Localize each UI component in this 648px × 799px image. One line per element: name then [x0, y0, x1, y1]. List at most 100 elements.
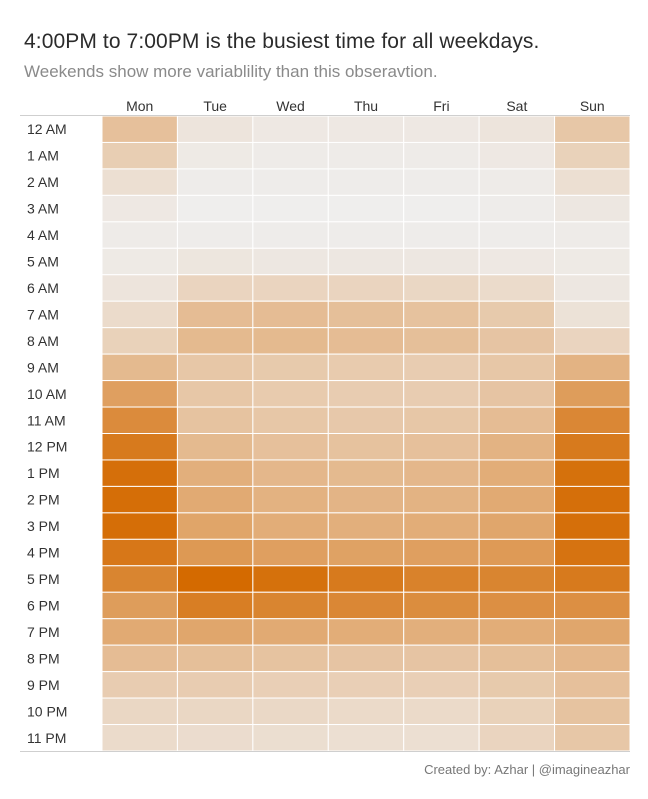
y-tick-label: 8 AM	[27, 333, 59, 349]
heatmap-cell	[327, 406, 405, 434]
heatmap-cell	[327, 380, 405, 408]
heatmap-cell	[478, 724, 556, 752]
heatmap-cell	[101, 247, 178, 276]
heatmap-cell	[252, 644, 329, 673]
heatmap-cell	[252, 406, 329, 434]
axis-lines	[20, 115, 630, 752]
heatmap-cell	[252, 433, 329, 461]
heatmap-cell	[403, 327, 480, 355]
heatmap-cell	[252, 459, 329, 487]
x-tick-label: Fri	[433, 98, 449, 114]
heatmap-cell	[176, 274, 254, 302]
heatmap-cell	[101, 327, 178, 355]
heatmap-cell	[252, 512, 329, 540]
heatmap-cell	[403, 485, 480, 514]
heatmap-cell	[101, 115, 178, 143]
heatmap-cell	[554, 724, 631, 752]
heatmap-cell	[478, 353, 556, 382]
heatmap-cell	[327, 538, 405, 567]
heatmap-cell	[101, 644, 178, 673]
y-tick-label: 2 AM	[27, 174, 59, 190]
heatmap-cell	[554, 618, 631, 646]
heatmap-cell	[403, 353, 480, 382]
heatmap-cell	[403, 724, 480, 752]
y-tick-label: 9 AM	[27, 359, 59, 375]
heatmap-cell	[101, 221, 178, 249]
heatmap-cell	[252, 697, 329, 726]
heatmap-cell	[176, 591, 254, 620]
heatmap-cell	[478, 618, 556, 646]
heatmap-cell	[327, 353, 405, 382]
heatmap-cell	[478, 591, 556, 620]
heatmap-cell	[252, 485, 329, 514]
heatmap-cell	[554, 591, 631, 620]
heatmap-cell	[176, 644, 254, 673]
heatmap-cell	[176, 353, 254, 382]
y-axis-labels: 12 AM 1 AM 2 AM 3 AM 4 AM 5 AM 6 AM 7 AM 8 AM 9 A…	[27, 121, 67, 746]
heatmap-cell	[403, 380, 480, 408]
heatmap-cell	[478, 115, 556, 143]
heatmap-cell	[101, 697, 178, 726]
y-tick-label: 4 PM	[27, 545, 60, 561]
heatmap-cell	[554, 194, 631, 223]
heatmap-cell	[176, 485, 254, 514]
heatmap-cell	[101, 274, 178, 302]
y-tick-label: 12 AM	[27, 121, 67, 137]
heatmap-cell	[478, 433, 556, 461]
heatmap-cell	[478, 671, 556, 699]
heatmap-cell	[176, 565, 254, 593]
heatmap-cell	[478, 300, 556, 329]
heatmap-cell	[403, 671, 480, 699]
heatmap-cell	[327, 327, 405, 355]
heatmap-cell	[327, 247, 405, 276]
heatmap-cell	[403, 697, 480, 726]
heatmap-cell	[403, 618, 480, 646]
heatmap-cell	[403, 300, 480, 329]
heatmap-cell	[554, 406, 631, 434]
heatmap-cell	[403, 168, 480, 196]
heatmap-cell	[478, 406, 556, 434]
heatmap-cell	[176, 671, 254, 699]
heatmap-cell	[403, 141, 480, 170]
heatmap-cell	[176, 406, 254, 434]
heatmap-cell	[478, 512, 556, 540]
heatmap-cell	[252, 724, 329, 752]
heatmap-cell	[327, 724, 405, 752]
heatmap-cell	[554, 485, 631, 514]
heatmap-cell	[403, 221, 480, 249]
heatmap-cell	[176, 194, 254, 223]
heatmap-cell	[327, 274, 405, 302]
heatmap-cell	[176, 247, 254, 276]
heatmap-cell	[327, 565, 405, 593]
heatmap-cell	[176, 618, 254, 646]
heatmap-cell	[478, 274, 556, 302]
heatmap-cell	[101, 671, 178, 699]
heatmap-cell	[403, 274, 480, 302]
heatmap-cell	[327, 697, 405, 726]
y-tick-label: 9 PM	[27, 677, 60, 693]
heatmap-cell	[403, 538, 480, 567]
heatmap-cell	[554, 380, 631, 408]
y-tick-label: 4 AM	[27, 227, 59, 243]
heatmap-cell	[478, 194, 556, 223]
heatmap-cell	[327, 644, 405, 673]
heatmap-cell	[327, 168, 405, 196]
heatmap-cell	[478, 697, 556, 726]
heatmap-cell	[478, 327, 556, 355]
chart-title: 4:00PM to 7:00PM is the busiest time for…	[24, 30, 540, 53]
heatmap-cell	[176, 168, 254, 196]
heatmap-cell	[327, 221, 405, 249]
heatmap-cell	[176, 433, 254, 461]
chart-subtitle: Weekends show more variablility than thi…	[24, 62, 438, 81]
heatmap-cell	[101, 724, 178, 752]
y-tick-label: 10 PM	[27, 703, 67, 719]
heatmap-cell	[554, 327, 631, 355]
y-tick-label: 10 AM	[27, 386, 67, 402]
heatmap-cell	[554, 141, 631, 170]
heatmap-cell	[101, 168, 178, 196]
heatmap-cell	[252, 565, 329, 593]
y-tick-label: 5 PM	[27, 571, 60, 587]
heatmap-cell	[252, 538, 329, 567]
heatmap-cell	[327, 512, 405, 540]
